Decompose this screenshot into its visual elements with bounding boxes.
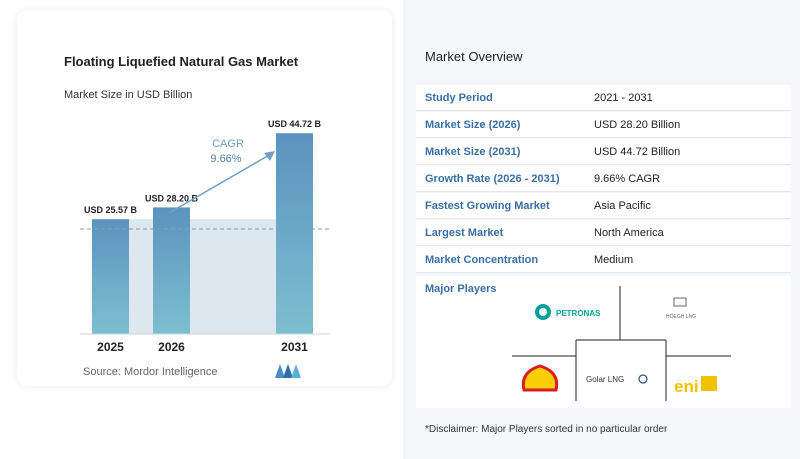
overview-key: Growth Rate (2026 - 2031) [425, 173, 560, 185]
bar-2025 [92, 219, 129, 334]
overview-row: Market Size (2026) USD 28.20 Billion [416, 112, 791, 138]
category-label-2026: 2026 [158, 340, 185, 354]
hoegh-logo-text: HÖEGH LNG [666, 313, 696, 320]
overview-key: Market Size (2031) [425, 146, 521, 158]
overview-row: Market Size (2031) USD 44.72 Billion [416, 139, 791, 165]
petronas-logo-text: PETRONAS [556, 309, 601, 318]
overview-row: Study Period 2021 - 2031 [416, 85, 791, 111]
major-players-box [416, 276, 791, 408]
overview-value: Medium [594, 254, 634, 266]
overview-key: Market Size (2026) [425, 119, 521, 131]
overview-value: North America [594, 227, 664, 239]
disclaimer: *Disclaimer: Major Players sorted in no … [425, 424, 668, 435]
eni-logo-text: eni [674, 377, 699, 396]
overview-value: 2021 - 2031 [594, 92, 653, 104]
overview-title: Market Overview [425, 49, 523, 64]
bar-2026 [153, 207, 190, 334]
category-label-2031: 2031 [281, 340, 308, 354]
hoegh-lng-logo: HÖEGH LNG [666, 297, 696, 320]
overview-value: Asia Pacific [594, 200, 651, 212]
bar-chart: USD 25.57 B 2025 USD 28.20 B 2026 USD 44.72 … [80, 119, 330, 354]
shell-logo: Shell [521, 364, 559, 405]
cagr-value: 9.66% [210, 153, 241, 165]
cagr-label: CAGR [212, 138, 244, 150]
overview-key: Study Period [425, 92, 493, 104]
overview-row: Market Concentration Medium [416, 247, 791, 273]
golar-logo-text: Golar LNG [586, 375, 624, 384]
value-label-2025: USD 25.57 B [84, 205, 138, 215]
value-label-2031: USD 44.72 B [268, 119, 322, 129]
overview-row: Growth Rate (2026 - 2031) 9.66% CAGR [416, 166, 791, 192]
cagr-arrowhead [264, 151, 275, 161]
chart-subtitle: Market Size in USD Billion [64, 89, 193, 101]
source-note: Source: Mordor Intelligence [83, 366, 218, 378]
major-players-title: Major Players [425, 283, 497, 295]
chart-title: Floating Liquefied Natural Gas Market [64, 54, 299, 69]
cagr-arrow [168, 153, 272, 214]
eni-logo: eni [674, 376, 717, 396]
overview-key: Largest Market [425, 227, 504, 239]
category-label-2025: 2025 [97, 340, 124, 354]
mordor-intelligence-logo-icon [275, 364, 301, 378]
golar-lng-logo: Golar LNG [586, 374, 648, 384]
shell-logo-text: Shell [539, 403, 542, 405]
value-label-2026: USD 28.20 B [145, 193, 199, 203]
overview-row: Fastest Growing Market Asia Pacific [416, 193, 791, 219]
overview-key: Fastest Growing Market [425, 200, 550, 212]
overview-value: USD 44.72 Billion [594, 146, 681, 158]
overview-value: USD 28.20 Billion [594, 119, 681, 131]
overview-key: Market Concentration [425, 254, 539, 266]
overview-value: 9.66% CAGR [594, 173, 661, 185]
bar-2031 [276, 133, 313, 334]
petronas-logo: PETRONAS [535, 304, 601, 320]
overview-row: Largest Market North America [416, 220, 791, 246]
players-logo-grid: PETRONAS HÖEGH LNG Shell Golar LNG eni [512, 286, 731, 405]
